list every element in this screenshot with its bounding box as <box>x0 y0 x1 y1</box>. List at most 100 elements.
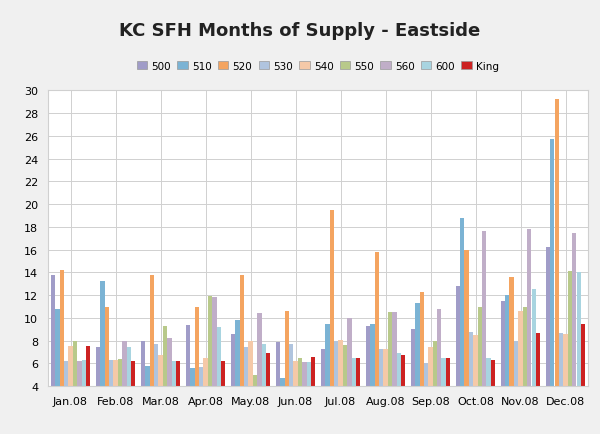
Bar <box>577 273 581 432</box>
Bar <box>532 290 536 432</box>
Bar <box>145 366 149 432</box>
Bar <box>329 210 334 432</box>
Bar <box>370 324 374 432</box>
Bar <box>509 277 514 432</box>
Bar <box>100 282 104 432</box>
Bar <box>347 318 352 432</box>
Bar <box>298 358 302 432</box>
Bar <box>221 361 226 432</box>
Bar <box>55 309 59 432</box>
Bar <box>419 292 424 432</box>
Bar <box>366 326 370 432</box>
Bar <box>437 309 442 432</box>
Bar <box>262 344 266 432</box>
Bar <box>473 335 478 432</box>
Bar <box>131 361 136 432</box>
Bar <box>68 346 73 432</box>
Bar <box>167 339 172 432</box>
Bar <box>482 232 487 432</box>
Bar <box>343 345 347 432</box>
Bar <box>122 341 127 432</box>
Bar <box>104 307 109 432</box>
Bar <box>230 334 235 432</box>
Bar <box>244 348 248 432</box>
Bar <box>235 320 239 432</box>
Bar <box>456 286 460 432</box>
Bar <box>276 342 280 432</box>
Bar <box>433 341 437 432</box>
Bar <box>176 361 180 432</box>
Bar <box>253 375 257 432</box>
Bar <box>388 312 392 432</box>
Bar <box>464 250 469 432</box>
Bar <box>86 346 91 432</box>
Bar <box>50 275 55 432</box>
Bar <box>523 307 527 432</box>
Bar <box>307 362 311 432</box>
Bar <box>383 349 388 432</box>
Bar <box>559 333 563 432</box>
Bar <box>109 360 113 432</box>
Bar <box>550 140 554 432</box>
Bar <box>424 364 428 432</box>
Bar <box>82 360 86 432</box>
Bar <box>352 358 356 432</box>
Bar <box>334 341 338 432</box>
Bar <box>266 353 271 432</box>
Bar <box>212 298 217 432</box>
Bar <box>568 272 572 432</box>
Bar <box>163 326 167 432</box>
Bar <box>186 325 190 432</box>
Bar <box>514 341 518 432</box>
Bar <box>154 344 158 432</box>
Bar <box>527 230 532 432</box>
Bar <box>59 270 64 432</box>
Bar <box>302 362 307 432</box>
Bar <box>203 358 208 432</box>
Bar <box>284 311 289 432</box>
Bar <box>546 248 550 432</box>
Bar <box>248 341 253 432</box>
Bar <box>321 349 325 432</box>
Bar <box>280 378 284 432</box>
Bar <box>356 358 361 432</box>
Bar <box>446 358 450 432</box>
Bar <box>442 358 446 432</box>
Bar <box>217 327 221 432</box>
Bar <box>199 367 203 432</box>
Bar <box>401 355 406 432</box>
Bar <box>338 340 343 432</box>
Bar <box>118 359 122 432</box>
Legend: 500, 510, 520, 530, 540, 550, 560, 600, King: 500, 510, 520, 530, 540, 550, 560, 600, … <box>133 57 503 76</box>
Text: KC SFH Months of Supply - Eastside: KC SFH Months of Supply - Eastside <box>119 22 481 39</box>
Bar <box>415 303 419 432</box>
Bar <box>325 324 329 432</box>
Bar <box>563 334 568 432</box>
Bar <box>411 329 415 432</box>
Bar <box>536 333 541 432</box>
Bar <box>127 348 131 432</box>
Bar <box>239 275 244 432</box>
Bar <box>469 332 473 432</box>
Bar <box>140 341 145 432</box>
Bar <box>172 361 176 432</box>
Bar <box>491 360 496 432</box>
Bar <box>505 296 509 432</box>
Bar <box>392 312 397 432</box>
Bar <box>96 348 100 432</box>
Bar <box>208 296 212 432</box>
Bar <box>158 355 163 432</box>
Bar <box>500 301 505 432</box>
Bar <box>478 307 482 432</box>
Bar <box>379 349 383 432</box>
Bar <box>397 353 401 432</box>
Bar <box>293 361 298 432</box>
Bar <box>581 324 586 432</box>
Bar <box>289 344 293 432</box>
Bar <box>113 360 118 432</box>
Bar <box>311 357 316 432</box>
Bar <box>190 368 194 432</box>
Bar <box>460 218 464 432</box>
Bar <box>257 314 262 432</box>
Bar <box>428 348 433 432</box>
